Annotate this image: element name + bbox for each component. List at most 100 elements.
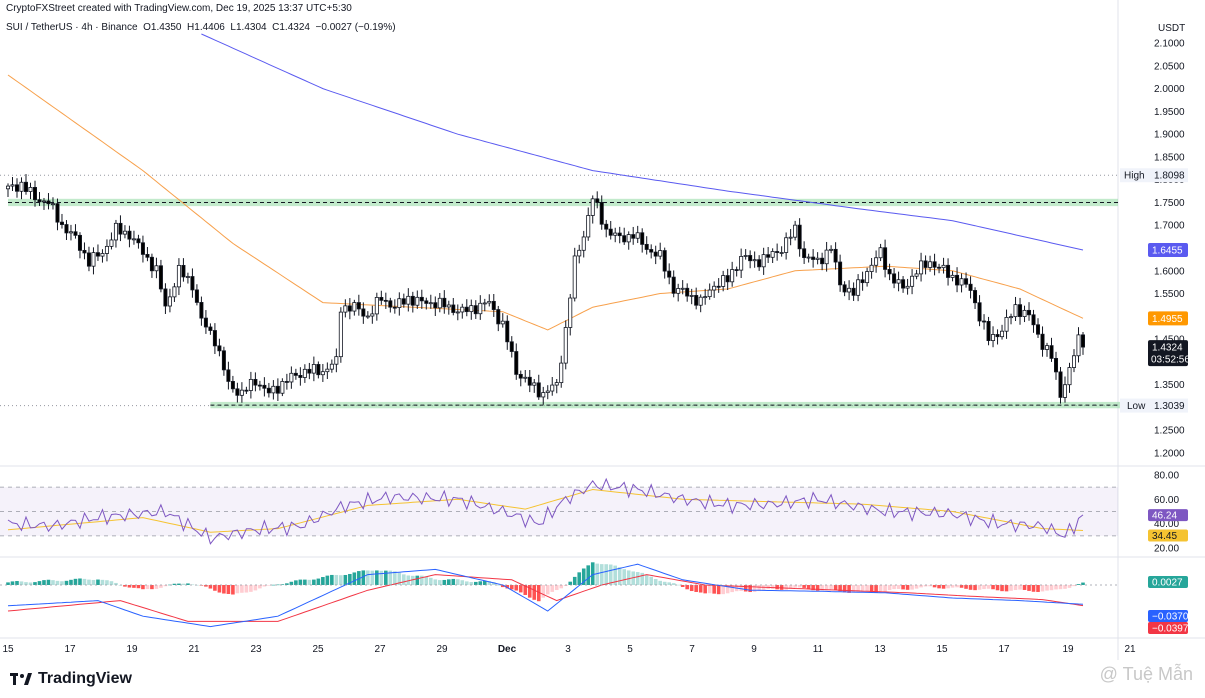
macd-histogram-bar: [955, 585, 959, 588]
price-labels: High 1.8098 Low 1.3039 1.6455 1.4955 1.432403:…: [1120, 168, 1190, 635]
candle-body: [676, 288, 681, 294]
candle-body: [271, 385, 276, 394]
macd-signal-line: [7, 574, 1084, 622]
macd-histogram-bar: [689, 585, 694, 592]
candle-body: [446, 304, 451, 308]
candle-body: [617, 232, 622, 237]
macd-histogram-bar: [1018, 585, 1022, 590]
candle-body: [995, 334, 1000, 338]
candle-body: [959, 278, 964, 286]
candle-body: [64, 224, 69, 234]
candle-body: [554, 382, 559, 386]
watermark: @ Tuệ Mẫn: [1099, 664, 1193, 684]
macd-histogram-bar: [15, 581, 19, 585]
macd-histogram-bar: [271, 584, 276, 586]
candle-body: [964, 278, 969, 285]
macd-histogram-bar: [455, 579, 460, 585]
macd-histogram-bar: [222, 585, 226, 594]
macd-histogram-bar: [707, 585, 712, 594]
candle-body: [275, 385, 280, 394]
candle-body: [739, 256, 744, 271]
candle-body: [532, 382, 537, 386]
macd-histogram-bar: [437, 580, 442, 585]
macd-histogram-bar: [995, 585, 1000, 591]
candle-body: [766, 254, 771, 258]
macd-histogram-bar: [375, 570, 379, 585]
macd-histogram-bar: [662, 581, 667, 585]
candle-body: [203, 317, 208, 328]
macd-histogram-bar: [509, 585, 514, 590]
candle-body: [914, 273, 919, 277]
macd-histogram-bar: [487, 581, 492, 585]
macd-histogram-bar: [860, 585, 865, 592]
candle-body: [892, 273, 897, 284]
candle-body: [752, 259, 757, 262]
macd-histogram-bar: [460, 580, 465, 585]
macd-histogram-bar: [676, 584, 680, 586]
candle-body: [28, 186, 33, 192]
candle-body: [257, 384, 262, 387]
macd-histogram-bar: [784, 585, 788, 590]
macd-histogram-value-label-box: [1148, 576, 1188, 588]
candle-body: [977, 302, 982, 322]
macd-histogram-bar: [114, 582, 118, 585]
macd-histogram-bar: [141, 585, 145, 590]
symbol-name[interactable]: SUI / TetherUS · 4h · Binance: [6, 22, 138, 33]
ema50-line: [7, 74, 1084, 331]
macd-histogram-bar: [532, 585, 537, 600]
macd-signal-value-label: −0.0397: [1152, 624, 1189, 635]
candle-body: [329, 363, 334, 370]
candle-body: [1031, 314, 1036, 326]
macd-histogram-bar: [357, 571, 361, 585]
macd-histogram-bar: [545, 585, 550, 595]
macd-histogram-bar: [586, 565, 591, 585]
candle-body: [968, 283, 973, 291]
x-tick-label: 13: [874, 644, 886, 655]
candle-body: [379, 297, 384, 301]
candle-body: [100, 253, 105, 257]
candle-body: [397, 298, 402, 308]
x-tick-label: 19: [1062, 644, 1074, 655]
candle-body: [577, 249, 582, 257]
candle-body: [365, 315, 370, 318]
candle-body: [586, 215, 591, 238]
macd-histogram-bar: [788, 585, 793, 589]
candle-body: [82, 249, 87, 254]
candle-body: [905, 285, 910, 289]
macd-histogram-bar: [698, 585, 703, 593]
tradingview-logo[interactable]: TradingView: [10, 670, 132, 688]
candle-body: [91, 252, 96, 267]
candle-body: [194, 289, 199, 303]
candle-body: [406, 295, 411, 305]
macd-histogram-bar: [500, 585, 505, 588]
candle-body: [946, 264, 951, 278]
macd-histogram-bar: [262, 585, 267, 587]
macd-histogram-bar: [550, 585, 555, 592]
currency-label[interactable]: USDT: [1158, 23, 1186, 34]
y-tick-label: 1.2000: [1154, 448, 1185, 459]
candle-body: [545, 390, 550, 393]
macd-histogram-bar: [267, 585, 271, 586]
macd-histogram-bar: [321, 577, 325, 585]
candle-body: [509, 341, 514, 352]
macd-histogram-bar: [856, 585, 860, 593]
macd-histogram-bar: [505, 585, 510, 589]
candle-body: [707, 289, 712, 298]
candle-body: [815, 257, 820, 260]
macd-histogram-bar: [991, 585, 995, 590]
macd-histogram-bar: [685, 585, 689, 590]
low-label-box: [1120, 398, 1188, 413]
macd-histogram-bar: [464, 581, 469, 585]
candle-body: [572, 255, 577, 299]
macd-histogram-bar: [213, 585, 217, 591]
candle-body: [568, 297, 573, 328]
macd-histogram-bar: [631, 571, 636, 585]
macd-histogram-bar: [680, 585, 685, 587]
candle-body: [878, 247, 883, 259]
candle-body: [842, 284, 847, 293]
ohlc-low: L1.4304: [230, 22, 267, 33]
candle-body: [469, 305, 474, 313]
candle-body: [217, 345, 222, 352]
macd-histogram-bar: [100, 579, 105, 585]
